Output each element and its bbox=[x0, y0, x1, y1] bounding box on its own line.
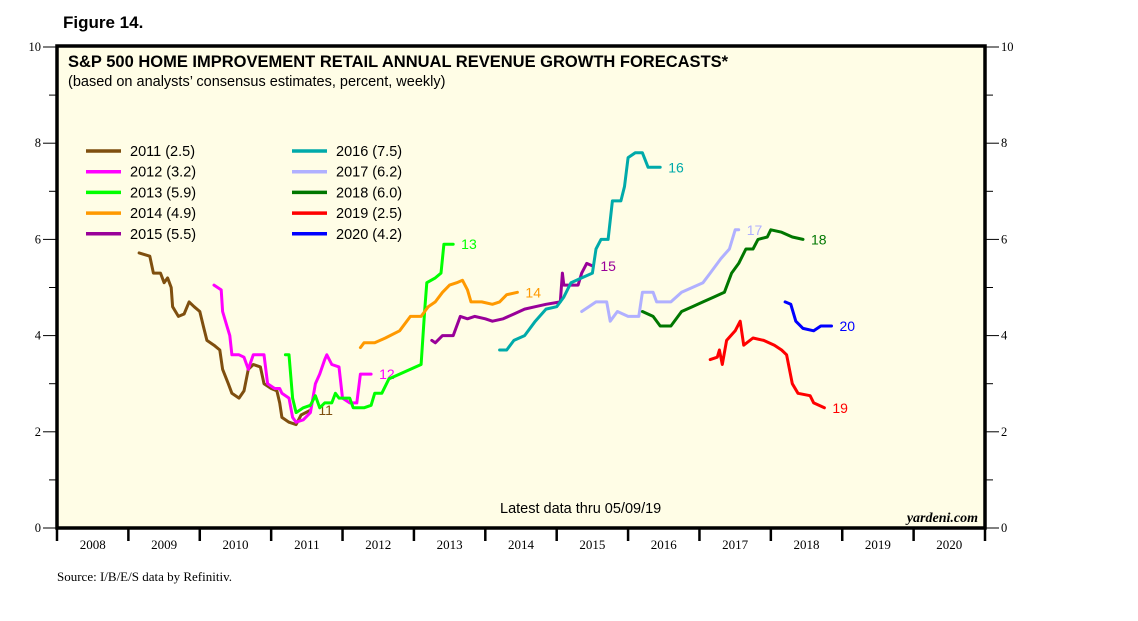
series-line-20 bbox=[783, 300, 833, 333]
series-end-label-11: 11 bbox=[318, 402, 333, 418]
series-line-14 bbox=[358, 278, 519, 350]
legend-label: 2012 (3.2) bbox=[130, 165, 196, 181]
x-tick-label: 2016 bbox=[651, 537, 678, 552]
x-tick-label: 2010 bbox=[222, 537, 248, 552]
legend-label: 2018 (6.0) bbox=[336, 185, 402, 201]
series-end-label-13: 13 bbox=[461, 236, 477, 252]
y-tick-label-right: 6 bbox=[1001, 232, 1007, 246]
series-end-label-15: 15 bbox=[600, 258, 616, 274]
y-tick-label-left: 10 bbox=[29, 40, 42, 54]
x-tick-label: 2017 bbox=[722, 537, 749, 552]
series-line-18 bbox=[640, 228, 805, 328]
x-axis: 2008 2009 2010 2011 2012 2013 2014 2015 2016 2017… bbox=[55, 528, 987, 552]
series-end-label-16: 16 bbox=[668, 159, 684, 175]
y-axis-right: 0 2 4 6 8 10 bbox=[985, 40, 1014, 535]
series-line-16 bbox=[498, 151, 662, 352]
legend: 2011 (2.5) 2012 (3.2) 2013 (5.9) 2014 (4.9)… bbox=[86, 144, 402, 243]
series-line-11 bbox=[137, 251, 312, 427]
legend-label: 2017 (6.2) bbox=[336, 165, 402, 181]
legend-label: 2011 (2.5) bbox=[130, 144, 195, 160]
plot-frame bbox=[55, 44, 987, 530]
legend-label: 2013 (5.9) bbox=[130, 185, 196, 201]
y-tick-label-left: 8 bbox=[35, 136, 41, 150]
x-tick-label: 2019 bbox=[865, 537, 891, 552]
chart-subtitle: (based on analysts’ consensus estimates,… bbox=[68, 74, 445, 90]
series-line-19 bbox=[708, 319, 826, 410]
y-tick-label-right: 2 bbox=[1001, 425, 1007, 439]
figure-label: Figure 14. bbox=[63, 13, 144, 32]
series-end-label-19: 19 bbox=[832, 400, 848, 416]
x-tick-label: 2011 bbox=[294, 537, 320, 552]
series-line-13 bbox=[283, 242, 455, 415]
series-end-label-17: 17 bbox=[747, 222, 763, 238]
legend-label: 2016 (7.5) bbox=[336, 144, 402, 160]
y-tick-label-left: 2 bbox=[35, 425, 41, 439]
series-end-label-18: 18 bbox=[811, 231, 827, 247]
y-tick-label-left: 0 bbox=[35, 521, 41, 535]
series-line-17 bbox=[580, 228, 741, 323]
series-line-12 bbox=[212, 283, 373, 424]
x-tick-label: 2020 bbox=[936, 537, 962, 552]
x-tick-label: 2013 bbox=[437, 537, 463, 552]
legend-label: 2020 (4.2) bbox=[336, 227, 402, 243]
y-axis-left: 0 2 4 6 8 10 bbox=[29, 40, 57, 535]
chart-title: S&P 500 HOME IMPROVEMENT RETAIL ANNUAL R… bbox=[68, 53, 729, 71]
y-tick-label-right: 8 bbox=[1001, 136, 1007, 150]
y-tick-label-left: 4 bbox=[35, 329, 42, 343]
x-tick-label: 2015 bbox=[579, 537, 605, 552]
series-end-label-20: 20 bbox=[840, 318, 856, 334]
latest-data-note: Latest data thru 05/09/19 bbox=[500, 501, 661, 517]
y-tick-label-right: 0 bbox=[1001, 521, 1007, 535]
plot-area bbox=[57, 46, 985, 528]
source-note: Source: I/B/E/S data by Refinitiv. bbox=[57, 569, 232, 584]
legend-label: 2019 (2.5) bbox=[336, 206, 402, 222]
x-tick-label: 2008 bbox=[80, 537, 106, 552]
y-tick-label-right: 4 bbox=[1001, 329, 1008, 343]
series-end-label-14: 14 bbox=[525, 284, 541, 300]
legend-label: 2015 (5.5) bbox=[130, 227, 196, 243]
x-tick-label: 2018 bbox=[794, 537, 820, 552]
x-tick-label: 2009 bbox=[151, 537, 177, 552]
legend-label: 2014 (4.9) bbox=[130, 206, 196, 222]
x-tick-label: 2014 bbox=[508, 537, 535, 552]
series-line-15 bbox=[430, 261, 594, 345]
watermark: yardeni.com bbox=[905, 511, 978, 526]
y-tick-label-left: 6 bbox=[35, 232, 41, 246]
y-tick-label-right: 10 bbox=[1001, 40, 1014, 54]
x-tick-label: 2012 bbox=[365, 537, 391, 552]
